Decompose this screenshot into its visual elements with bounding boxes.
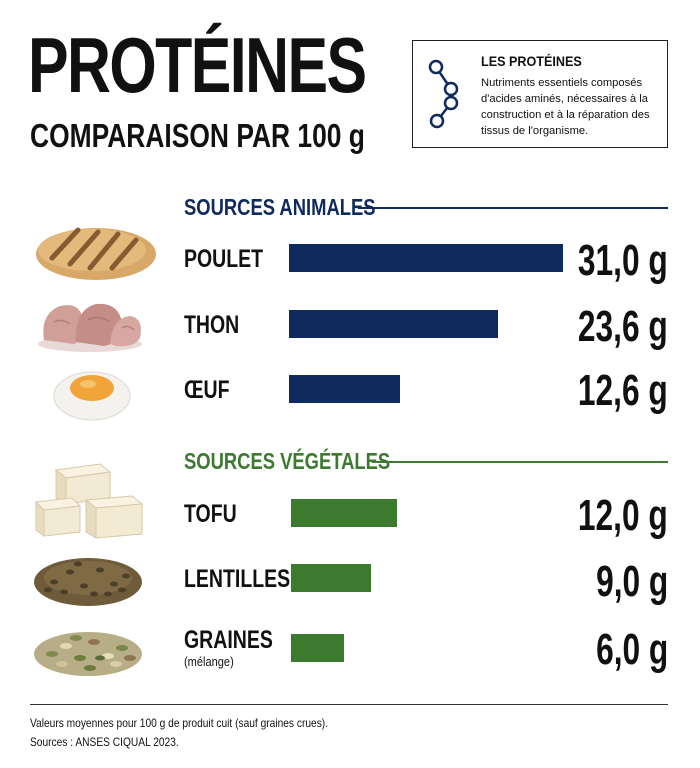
footnote-line-1: Valeurs moyennes pour 100 g de produit c… bbox=[30, 716, 329, 730]
row-label-lentilles: LENTILLES bbox=[184, 565, 291, 593]
tofu-icon bbox=[34, 463, 144, 539]
value-label-poulet: 31,0 g bbox=[578, 236, 668, 285]
info-box-text: Nutriments essentiels composés d'acides … bbox=[481, 77, 650, 137]
section-rule-vegetal bbox=[372, 461, 668, 463]
value-label-graines: 6,0 g bbox=[595, 625, 668, 674]
bar-poulet bbox=[289, 244, 563, 272]
value-label-thon: 23,6 g bbox=[578, 302, 668, 351]
info-box-title: LES PROTÉINES bbox=[481, 53, 582, 69]
molecule-icon bbox=[428, 59, 459, 129]
bar-graines bbox=[291, 634, 344, 662]
section-heading-animal: SOURCES ANIMALES bbox=[184, 194, 376, 220]
lentils-icon bbox=[34, 558, 142, 606]
tuna-icon bbox=[38, 303, 142, 352]
row-label-poulet: POULET bbox=[184, 245, 264, 273]
bar-thon bbox=[289, 310, 498, 338]
value-label-oeuf: 12,6 g bbox=[578, 366, 668, 415]
value-label-lentilles: 9,0 g bbox=[595, 557, 668, 606]
boiled-egg-icon bbox=[53, 371, 131, 421]
footer-divider bbox=[30, 704, 668, 705]
bar-oeuf bbox=[289, 375, 400, 403]
row-label-tofu: TOFU bbox=[184, 500, 237, 528]
page-title: PROTÉINES bbox=[28, 21, 367, 109]
section-heading-vegetal: SOURCES VÉGÉTALES bbox=[184, 448, 391, 474]
row-label-graines: GRAINES bbox=[184, 626, 273, 654]
section-rule-animal bbox=[358, 207, 668, 209]
page-subtitle: COMPARAISON PAR 100 g bbox=[30, 117, 365, 154]
bar-tofu bbox=[291, 499, 397, 527]
value-label-tofu: 12,0 g bbox=[578, 491, 668, 540]
row-label-thon: THON bbox=[184, 311, 240, 339]
footnote-source: Sources : ANSES CIQUAL 2023. bbox=[30, 735, 179, 749]
row-sublabel-graines: (mélange) bbox=[184, 654, 234, 669]
bar-lentilles bbox=[291, 564, 371, 592]
info-box: LES PROTÉINES Nutriments essentiels comp… bbox=[412, 40, 668, 148]
grilled-chicken-icon bbox=[36, 227, 156, 280]
seeds-icon bbox=[34, 632, 142, 676]
row-label-oeuf: ŒUF bbox=[184, 376, 230, 404]
